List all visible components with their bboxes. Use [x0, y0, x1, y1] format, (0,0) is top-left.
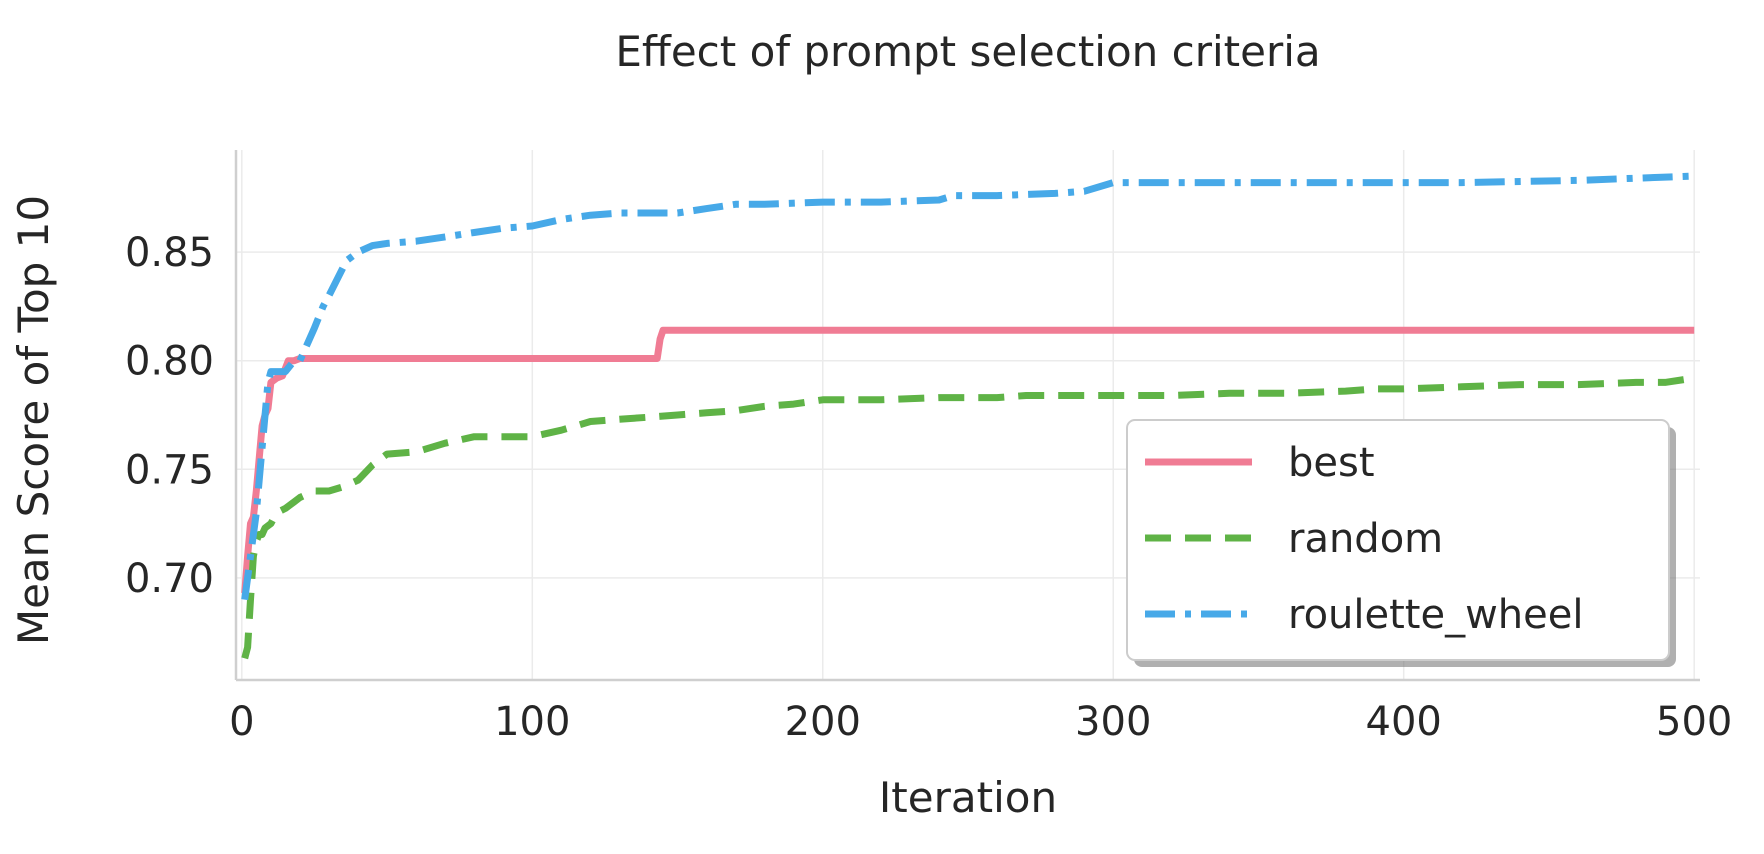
x-tick-label: 100: [494, 699, 570, 745]
x-tick-label: 200: [785, 699, 861, 745]
series-line-best: [241, 326, 1695, 594]
y-tick-label: 0.75: [125, 447, 214, 493]
legend-box: [1126, 419, 1670, 661]
grid: [236, 150, 1700, 680]
x-tick-label: 0: [229, 699, 254, 745]
y-axis-label: Mean Score of Top 10: [9, 195, 58, 645]
axes-spines: [234, 150, 1700, 682]
series-line-random: [241, 374, 1695, 660]
legend-label-best: best: [1288, 440, 1375, 486]
plot-area: [241, 172, 1695, 660]
x-axis-label: Iteration: [879, 773, 1057, 822]
x-tick-label: 300: [1075, 699, 1151, 745]
tick-labels: 0 100 200 300 400 500 0.70 0.75 0.80 0.85: [125, 230, 1732, 745]
chart-title: Effect of prompt selection criteria: [615, 27, 1320, 76]
x-tick-label: 500: [1656, 699, 1732, 745]
series-line-roulette-wheel: [241, 172, 1695, 601]
y-tick-label: 0.85: [125, 230, 214, 276]
legend: best random roulette_wheel: [1126, 419, 1676, 667]
legend-label-roulette-wheel: roulette_wheel: [1288, 592, 1584, 638]
y-tick-label: 0.80: [125, 339, 214, 385]
x-tick-label: 400: [1366, 699, 1442, 745]
legend-label-random: random: [1288, 516, 1443, 562]
y-tick-label: 0.70: [125, 556, 214, 602]
